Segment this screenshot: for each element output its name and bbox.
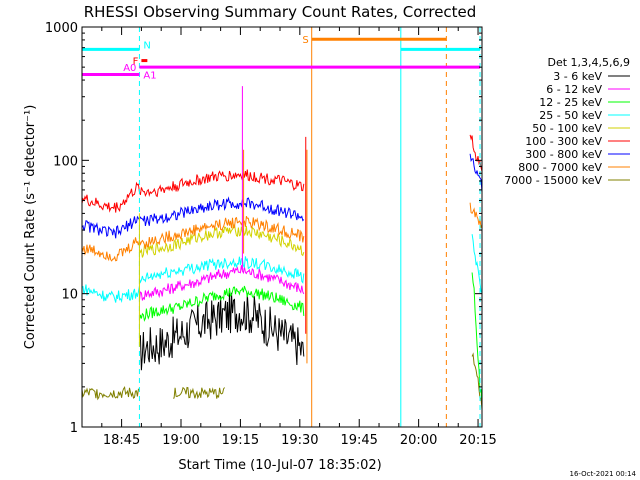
legend-entry-7000-15000-kev: 7000 - 15000 keV [504,174,630,187]
y-tick-label: 1000 [45,21,78,36]
legend-label: 7000 - 15000 keV [504,174,602,187]
x-tick-label: 18:45 [103,433,140,448]
legend-entry-6-12-kev: 6 - 12 keV [546,83,630,96]
series-50-100-kev [138,224,305,258]
series-50-100-kev-segment-0 [138,224,305,258]
y-axis: 1 10 100 1000 [45,21,482,436]
y-tick-label: 100 [53,154,78,169]
series-800-7000-kev-segment-1 [469,202,483,228]
series-7000-15000-kev-segment-1 [172,386,225,400]
y-tick-label: 1 [70,421,78,436]
series-25-50-kev-segment-0 [81,284,140,303]
chart-title: RHESSI Observing Summary Count Rates, Co… [84,3,477,21]
flag-label-s: S [302,35,308,46]
x-tick-label: 19:45 [340,433,377,448]
legend-entry-100-300-kev: 100 - 300 keV [525,135,630,148]
legend-label: 6 - 12 keV [546,83,602,96]
series-layer [81,134,483,410]
series-6-12-kev [138,265,305,302]
legend-entry-12-25-kev: 12 - 25 keV [539,96,630,109]
legend-label: 25 - 50 keV [539,109,602,122]
series-800-7000-kev-segment-0 [81,216,305,262]
series-3-6-kev [138,292,305,371]
flag-label-n: N [143,40,150,51]
y-axis-label: Corrected Count Rate (s⁻¹ detector⁻¹) [23,105,38,350]
x-tick-label: 20:15 [459,433,496,448]
timestamp: 16-Oct-2021 00:14 [570,470,637,478]
x-tick-label: 19:00 [162,433,199,448]
legend-title: Det 1,3,4,5,6,9 [547,56,630,69]
legend-label: 3 - 6 keV [553,70,602,83]
series-300-800-kev-segment-0 [81,196,305,239]
y-tick-label: 10 [61,288,78,303]
x-tick-label: 19:30 [281,433,318,448]
series-12-25-kev-segment-0 [138,285,305,322]
series-6-12-kev-segment-0 [138,265,305,302]
legend-entry-50-100-kev: 50 - 100 keV [532,122,630,135]
legend-label: 100 - 300 keV [525,135,602,148]
series-25-50-kev [81,234,483,303]
legend-label: 300 - 800 keV [525,148,602,161]
legend-entry-800-7000-kev: 800 - 7000 keV [518,161,630,174]
flag-label-a1: A1 [143,71,156,82]
series-3-6-kev-segment-0 [138,292,305,371]
x-axis: 18:45 19:00 19:15 19:30 19:45 20:00 20:15 [81,27,497,448]
x-tick-label: 19:15 [222,433,259,448]
series-25-50-kev-segment-1 [138,256,305,284]
series-300-800-kev-segment-1 [469,153,483,193]
x-axis-label: Start Time (10-Jul-07 18:35:02) [178,458,381,473]
series-12-25-kev [138,272,483,405]
series-100-300-kev [81,134,483,213]
series-300-800-kev [81,153,483,239]
legend-entry-25-50-kev: 25 - 50 keV [539,109,630,122]
legend-label: 800 - 7000 keV [518,161,602,174]
legend-label: 12 - 25 keV [539,96,602,109]
series-100-300-kev-segment-0 [81,169,305,213]
series-7000-15000-kev-segment-0 [81,386,140,401]
flag-label-a0: A0 [123,63,136,74]
legend-label: 50 - 100 keV [532,122,602,135]
x-tick-label: 20:00 [400,433,437,448]
legend-entry-3-6-kev: 3 - 6 keV [553,70,630,83]
legend-entry-300-800-kev: 300 - 800 keV [525,148,630,161]
series-25-50-kev-segment-2 [471,234,483,294]
flag-label-f: F [133,57,139,68]
plot-frame [81,26,483,428]
